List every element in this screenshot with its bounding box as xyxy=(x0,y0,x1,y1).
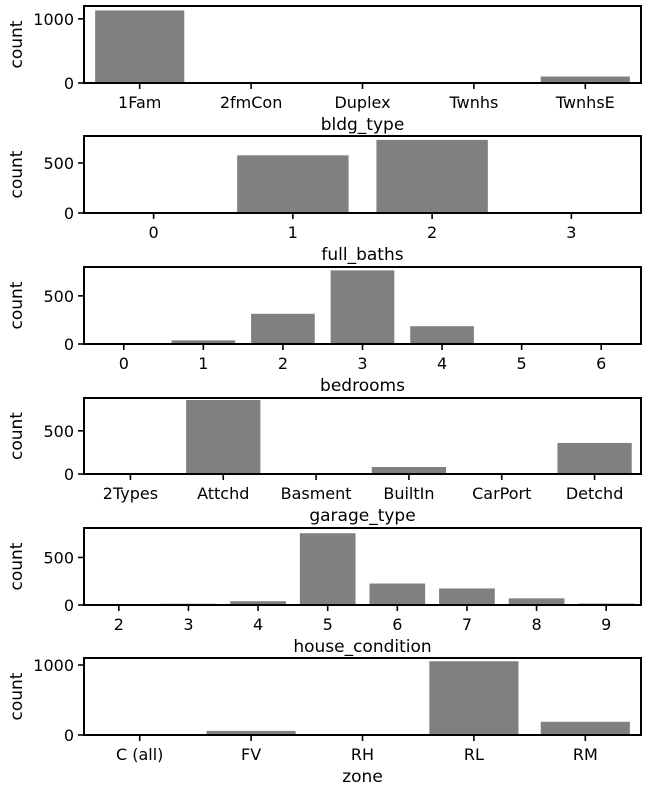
x-tick-label-garage_type-Detchd: Detchd xyxy=(566,484,624,503)
x-tick-label-full_baths-1: 1 xyxy=(288,223,298,242)
bar-house_condition-4 xyxy=(230,601,286,605)
bar-house_condition-5 xyxy=(299,533,356,605)
bar-house_condition-6 xyxy=(369,583,426,605)
x-tick-label-zone-RH: RH xyxy=(351,745,374,764)
x-axis-label-bedrooms: bedrooms xyxy=(320,376,405,396)
x-tick-label-house_condition-6: 6 xyxy=(392,615,402,634)
x-tick-label-bldg_type-TwnhsE: TwnhsE xyxy=(555,93,615,112)
x-tick-label-garage_type-Basment: Basment xyxy=(281,484,352,503)
x-tick-label-bedrooms-0: 0 xyxy=(119,354,129,373)
y-tick-label-bldg_type-1000: 1000 xyxy=(33,10,74,29)
x-tick-label-full_baths-0: 0 xyxy=(149,223,159,242)
x-tick-label-full_baths-2: 2 xyxy=(427,223,437,242)
x-tick-label-zone-FV: FV xyxy=(241,745,261,764)
x-tick-label-zone-RL: RL xyxy=(464,745,484,764)
plot-frame-house_condition xyxy=(83,527,642,606)
y-tick-label-bedrooms-500: 500 xyxy=(43,287,74,306)
x-axis-label-house_condition: house_condition xyxy=(293,637,431,657)
x-tick-label-bedrooms-4: 4 xyxy=(437,354,447,373)
y-axis-label-full_baths: count xyxy=(7,150,27,198)
x-tick-label-house_condition-2: 2 xyxy=(114,615,124,634)
y-tick-label-bedrooms-0: 0 xyxy=(64,335,74,354)
y-tick-label-garage_type-0: 0 xyxy=(64,465,74,484)
bar-garage_type-Attchd xyxy=(186,399,261,474)
bar-bedrooms-3 xyxy=(330,270,395,344)
bar-bldg_type-TwnhsE xyxy=(540,76,630,83)
x-tick-label-bedrooms-2: 2 xyxy=(278,354,288,373)
bar-garage_type-BuiltIn xyxy=(371,467,447,474)
y-tick-label-house_condition-500: 500 xyxy=(43,548,74,567)
x-axis-label-bldg_type: bldg_type xyxy=(321,115,405,135)
y-tick-label-full_baths-500: 500 xyxy=(43,154,74,173)
x-tick-label-full_baths-3: 3 xyxy=(566,223,576,242)
x-axis-label-full_baths: full_baths xyxy=(321,245,403,265)
x-axis-label-garage_type: garage_type xyxy=(309,506,415,526)
x-tick-label-house_condition-3: 3 xyxy=(183,615,193,634)
y-axis-label-bedrooms: count xyxy=(7,281,27,329)
bar-house_condition-7 xyxy=(439,588,495,605)
bar-bedrooms-2 xyxy=(251,313,315,344)
y-tick-label-full_baths-0: 0 xyxy=(64,204,74,223)
x-tick-label-bedrooms-1: 1 xyxy=(198,354,208,373)
plot-frame-garage_type xyxy=(83,397,642,475)
bar-garage_type-Detchd xyxy=(557,442,632,474)
y-tick-label-garage_type-500: 500 xyxy=(43,422,74,441)
y-axis-label-zone: count xyxy=(7,672,27,720)
y-axis-label-bldg_type: count xyxy=(7,20,27,68)
x-tick-label-zone-RM: RM xyxy=(573,745,598,764)
x-tick-label-house_condition-4: 4 xyxy=(253,615,263,634)
bar-house_condition-8 xyxy=(508,598,565,605)
x-tick-label-garage_type-CarPort: CarPort xyxy=(472,484,531,503)
y-axis-label-garage_type: count xyxy=(7,412,27,460)
x-tick-label-bedrooms-3: 3 xyxy=(357,354,367,373)
x-tick-label-bldg_type-Twnhs: Twnhs xyxy=(448,93,498,112)
x-tick-label-garage_type-BuiltIn: BuiltIn xyxy=(383,484,434,503)
x-tick-label-house_condition-7: 7 xyxy=(462,615,472,634)
x-tick-label-bedrooms-6: 6 xyxy=(596,354,606,373)
x-tick-label-zone-C (all): C (all) xyxy=(116,745,163,764)
x-tick-label-bldg_type-1Fam: 1Fam xyxy=(118,93,161,112)
bar-zone-RM xyxy=(540,721,630,735)
y-tick-label-bldg_type-0: 0 xyxy=(64,74,74,93)
bar-zone-RL xyxy=(429,661,519,735)
x-tick-label-house_condition-5: 5 xyxy=(323,615,333,634)
y-tick-label-zone-1000: 1000 xyxy=(33,656,74,675)
bar-bedrooms-1 xyxy=(171,340,236,344)
plot-frame-full_baths xyxy=(83,135,642,214)
x-tick-label-bldg_type-2fmCon: 2fmCon xyxy=(220,93,283,112)
x-tick-label-garage_type-2Types: 2Types xyxy=(103,484,158,503)
bar-bldg_type-1Fam xyxy=(95,10,185,83)
x-tick-label-garage_type-Attchd: Attchd xyxy=(197,484,249,503)
y-axis-label-house_condition: count xyxy=(7,542,27,590)
x-tick-label-house_condition-8: 8 xyxy=(531,615,541,634)
bar-bedrooms-4 xyxy=(410,326,474,344)
y-tick-label-zone-0: 0 xyxy=(64,726,74,745)
x-tick-label-bedrooms-5: 5 xyxy=(517,354,527,373)
bar-full_baths-1 xyxy=(237,155,349,213)
y-tick-label-house_condition-0: 0 xyxy=(64,596,74,615)
x-tick-label-bldg_type-Duplex: Duplex xyxy=(334,93,390,112)
x-tick-label-house_condition-9: 9 xyxy=(601,615,611,634)
bar-zone-FV xyxy=(206,730,296,735)
x-axis-label-zone: zone xyxy=(342,767,383,787)
bar-full_baths-2 xyxy=(376,139,488,213)
